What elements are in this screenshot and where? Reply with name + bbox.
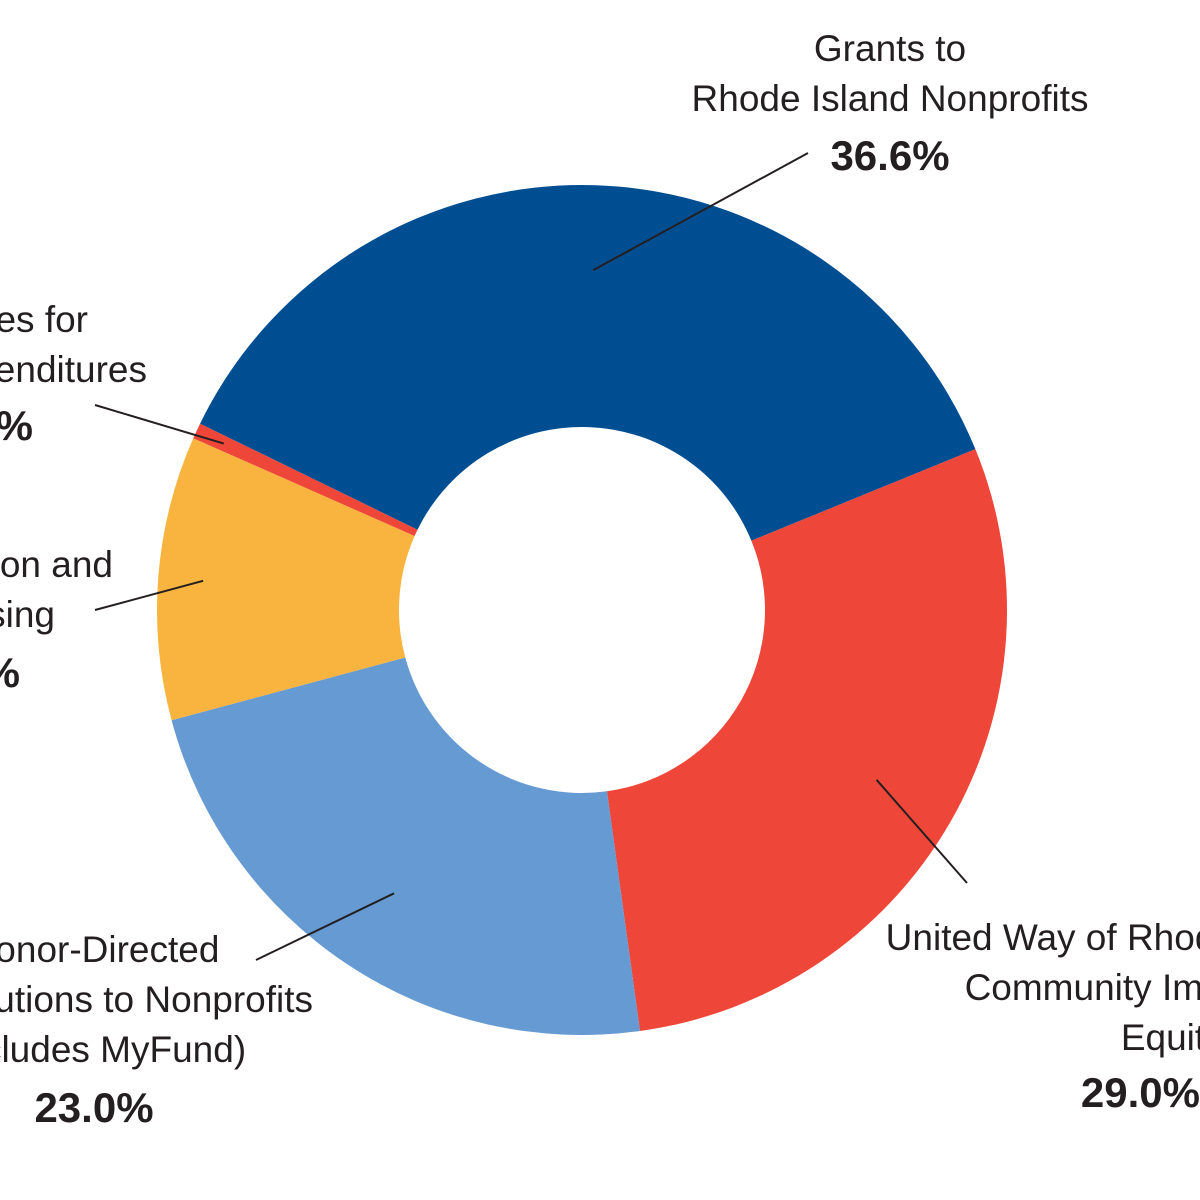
label-united-way-line-1: United Way of Rhode Island	[886, 917, 1200, 958]
value-admin: 10.8%	[0, 649, 20, 696]
label-admin-line-2: Fundraising	[0, 594, 55, 635]
label-admin-line-1: Administration and	[0, 544, 113, 585]
value-united-way: 29.0%	[1081, 1069, 1200, 1116]
leader-lines	[94, 152, 968, 961]
label-donor-line-2: Contributions to Nonprofits	[0, 979, 313, 1020]
label-reserves-line-2: Future Expenditures	[0, 349, 147, 390]
label-donor-line-3: (includes MyFund)	[0, 1029, 246, 1070]
value-grants: 36.6%	[830, 132, 949, 179]
leader-line-reserves	[94, 404, 225, 445]
label-donor-line-1: Donor-Directed	[0, 929, 219, 970]
slice-grants	[200, 185, 976, 541]
leader-line-donor_directed	[255, 892, 395, 961]
slice-united_way	[606, 449, 1007, 1032]
value-reserves: 0.6%	[0, 402, 33, 449]
donut-slices	[156, 185, 1007, 1035]
leader-line-grants	[592, 152, 809, 272]
slice-donor_directed	[171, 657, 640, 1035]
label-united-way-line-2: Community Impact and	[965, 967, 1200, 1008]
value-donor: 23.0%	[34, 1084, 153, 1131]
leader-line-admin	[94, 579, 204, 611]
slice-reserves	[193, 423, 418, 537]
leader-line-united_way	[875, 779, 968, 884]
label-reserves-line-1: Reserves for	[0, 299, 88, 340]
label-grants-line-2: Rhode Island Nonprofits	[692, 78, 1089, 119]
slice-admin	[156, 438, 415, 721]
label-united-way-line-3: Equity Grants	[1121, 1017, 1200, 1058]
label-grants-line-1: Grants to	[814, 28, 966, 69]
